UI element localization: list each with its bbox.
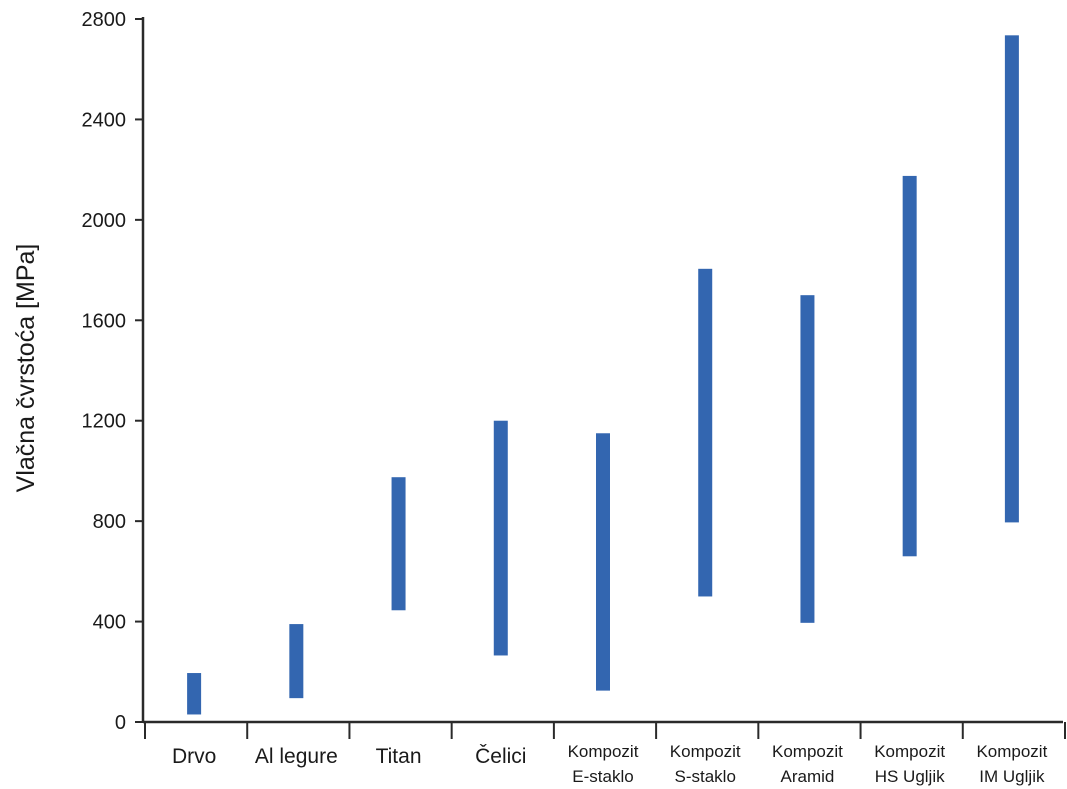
y-tick-label: 400 [93, 612, 126, 634]
y-axis-title: Vlačna čvrstoća [MPa] [12, 244, 40, 493]
range-bar [698, 268, 713, 597]
range-bar [289, 624, 304, 699]
category-labels: Drvo Al legure Titan Čelici Kompozit E-staklo… [172, 742, 1048, 786]
y-axis-title-group: Vlačna čvrstoća [MPa] [12, 244, 40, 493]
x-category-label: Kompozit [568, 742, 639, 761]
x-category-label: Titan [376, 745, 422, 768]
y-axis-ticks: 0 400 800 1200 1600 2000 2400 2800 [82, 9, 143, 734]
range-bar [596, 433, 610, 691]
x-category-label: Kompozit [772, 742, 843, 761]
range-bar [902, 175, 917, 557]
x-category-label: Čelici [475, 745, 526, 768]
y-tick-label: 800 [93, 511, 126, 533]
y-tick-label: 2400 [82, 109, 127, 131]
x-category-label: Kompozit [976, 742, 1047, 761]
x-axis-ticks [144, 722, 1066, 739]
x-category-label: S-staklo [675, 767, 736, 786]
x-category-label: IM Ugljik [979, 767, 1045, 786]
range-bar [800, 295, 815, 623]
range-bar [493, 420, 508, 656]
x-category-label: HS Ugljik [875, 767, 945, 786]
x-category-label: Drvo [172, 745, 216, 768]
y-tick-label: 2800 [82, 9, 127, 31]
y-tick-label: 1200 [82, 411, 127, 433]
range-bar [391, 477, 406, 611]
x-category-label: Al legure [255, 745, 338, 768]
x-category-label: E-staklo [572, 767, 633, 786]
y-tick-label: 1600 [82, 310, 127, 332]
y-tick-label: 0 [115, 712, 126, 734]
x-category-label: Kompozit [670, 742, 741, 761]
x-category-label: Aramid [781, 767, 835, 786]
range-bar [1004, 35, 1019, 523]
range-bars [187, 35, 1019, 715]
y-tick-label: 2000 [82, 210, 127, 232]
range-bar [187, 673, 202, 715]
x-category-label: Kompozit [874, 742, 945, 761]
